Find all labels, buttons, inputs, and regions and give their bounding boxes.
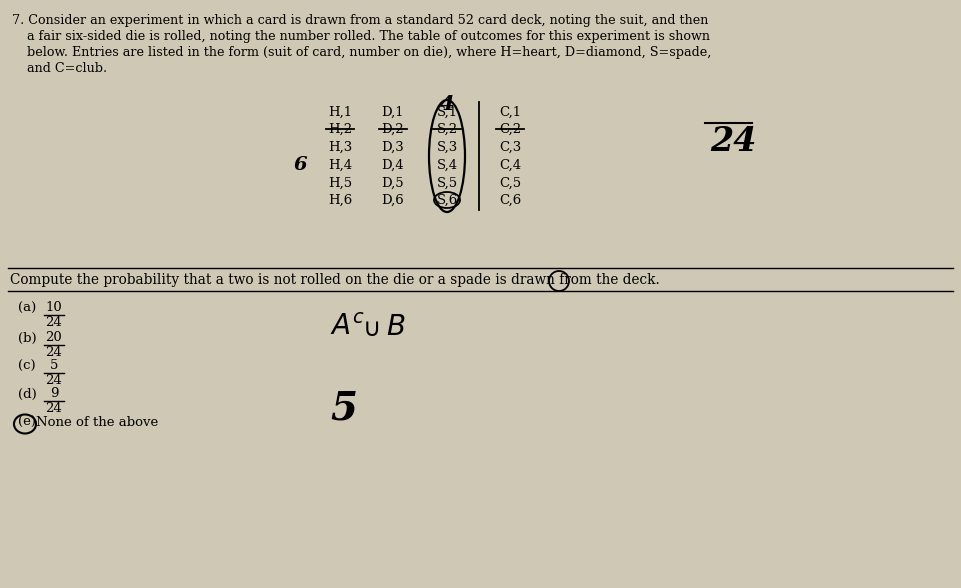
Text: H,3: H,3 [328, 141, 352, 153]
Text: $B$: $B$ [386, 314, 406, 341]
Text: below. Entries are listed in the form (suit of card, number on die), where H=hea: below. Entries are listed in the form (s… [27, 46, 711, 59]
Text: S,5: S,5 [436, 176, 457, 189]
Text: (d): (d) [18, 388, 37, 401]
Text: None of the above: None of the above [36, 416, 159, 429]
Text: H,1: H,1 [328, 105, 352, 119]
Text: D,2: D,2 [382, 122, 405, 135]
Text: 24: 24 [45, 402, 62, 415]
Text: 10: 10 [45, 301, 62, 314]
Text: S,4: S,4 [436, 159, 457, 172]
Text: S,6: S,6 [436, 193, 457, 206]
Text: 20: 20 [45, 331, 62, 344]
Text: C,3: C,3 [499, 141, 521, 153]
Text: H,5: H,5 [328, 176, 352, 189]
Text: D,4: D,4 [382, 159, 405, 172]
Text: D,1: D,1 [382, 105, 405, 119]
Text: H,4: H,4 [328, 159, 352, 172]
Text: C,2: C,2 [499, 122, 521, 135]
Text: (a): (a) [18, 302, 37, 315]
Text: C,6: C,6 [499, 193, 521, 206]
Text: S,2: S,2 [436, 122, 457, 135]
Text: C,5: C,5 [499, 176, 521, 189]
Text: D,5: D,5 [382, 176, 405, 189]
Text: a fair six-sided die is rolled, noting the number rolled. The table of outcomes : a fair six-sided die is rolled, noting t… [27, 30, 710, 43]
Text: 9: 9 [50, 387, 59, 400]
Text: (b): (b) [18, 332, 37, 345]
Text: S,1: S,1 [436, 105, 457, 119]
Text: C,1: C,1 [499, 105, 521, 119]
Text: D,3: D,3 [382, 141, 405, 153]
Text: H,2: H,2 [328, 122, 352, 135]
Text: and C=club.: and C=club. [27, 62, 107, 75]
Text: 5: 5 [50, 359, 59, 372]
Text: 24: 24 [45, 346, 62, 359]
Text: (c): (c) [18, 360, 36, 373]
Text: D,6: D,6 [382, 193, 405, 206]
Text: (e): (e) [18, 416, 36, 429]
Text: $\cup$: $\cup$ [362, 318, 379, 341]
Text: H,6: H,6 [328, 193, 352, 206]
Text: 5: 5 [330, 390, 357, 428]
Text: 6: 6 [293, 156, 307, 174]
Text: 24: 24 [45, 374, 62, 387]
Text: S,3: S,3 [436, 141, 457, 153]
Text: C,4: C,4 [499, 159, 521, 172]
Text: $A^c$: $A^c$ [330, 314, 365, 341]
Text: 24: 24 [710, 125, 756, 158]
Text: 4: 4 [440, 94, 455, 114]
Text: Compute the probability that a two is not rolled on the die or a spade is drawn : Compute the probability that a two is no… [10, 273, 660, 287]
Text: 24: 24 [45, 316, 62, 329]
Text: 7. Consider an experiment in which a card is drawn from a standard 52 card deck,: 7. Consider an experiment in which a car… [12, 14, 708, 27]
